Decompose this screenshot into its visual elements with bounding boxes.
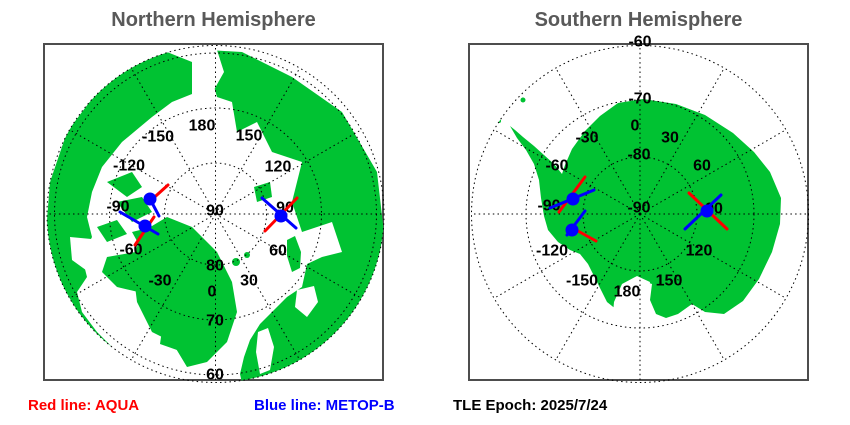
- grid-label: 0: [631, 118, 640, 135]
- south-map-canvas: 0306090120150180-150-120-90-60-30-90-80-…: [471, 34, 809, 383]
- grid-label: -70: [628, 91, 651, 108]
- north-grid-labels: 1801501209060300-30-60-90-120-1509080706…: [106, 118, 294, 384]
- islet-1: [520, 97, 526, 103]
- satellite-position-dot: [700, 204, 714, 218]
- grid-label: 60: [269, 243, 287, 260]
- land-eurasia: [207, 50, 384, 383]
- grid-label: -120: [536, 243, 568, 260]
- grid-label: -30: [575, 130, 598, 147]
- map-boundary-circle: [471, 45, 809, 383]
- south-map-title: Southern Hemisphere: [534, 9, 743, 31]
- grid-label: 30: [661, 130, 679, 147]
- north-landmasses: [47, 46, 384, 383]
- arctic-archipelago-1: [107, 172, 142, 197]
- satellite-position-dot: [143, 192, 157, 206]
- island-severnaya: [254, 182, 272, 202]
- grid-label: 60: [693, 158, 711, 175]
- legend-tle-epoch: TLE Epoch: 2025/7/24: [453, 397, 608, 414]
- grid-label: 80: [206, 258, 224, 275]
- grid-label: -120: [113, 158, 145, 175]
- latitude-circle: [164, 162, 267, 266]
- legend-row: Red line: AQUA Blue line: METOP-B TLE Ep…: [0, 397, 850, 417]
- grid-label: 70: [206, 313, 224, 330]
- south-satellite-tracks: [548, 175, 729, 243]
- grid-label: -90: [627, 200, 650, 217]
- hudson-bay: [70, 237, 107, 273]
- legend-red-line-aqua: Red line: AQUA: [28, 397, 140, 414]
- grid-label: 120: [686, 243, 713, 260]
- satellite-position-dot: [566, 192, 580, 206]
- south-hemisphere-map: 0 30 60 90 120 150 180 -150 -120 -90 -60 -30 -90 -80-…: [468, 34, 809, 383]
- grid-label: -30: [148, 273, 171, 290]
- grid-label: -90: [537, 198, 560, 215]
- island-svalbard-2: [244, 252, 250, 258]
- north-hemisphere-map: 180 150 120 90 60 30 0 -30 -60 -90 -120 -150 90 80 70 6…: [43, 43, 385, 384]
- island-greenland: [132, 217, 237, 367]
- metopb-track-segment: [118, 210, 160, 236]
- white-sea: [295, 286, 318, 317]
- grid-label: -80: [627, 147, 650, 164]
- bering-strait: [192, 46, 224, 127]
- grid-label: 60: [206, 367, 224, 384]
- north-map-title: Northern Hemisphere: [111, 9, 316, 31]
- land-north-america: [47, 52, 192, 383]
- legend-blue-line-metopb: Blue line: METOP-B: [254, 397, 395, 414]
- satellite-position-dot: [274, 209, 288, 223]
- north-map-canvas: 1801501209060300-30-60-90-120-1509080706…: [46, 45, 385, 384]
- grid-label: 90: [206, 203, 224, 220]
- grid-label: 150: [656, 273, 683, 290]
- grid-label: -60: [545, 158, 568, 175]
- map-boundary-circle: [46, 45, 385, 383]
- grid-label: 150: [236, 128, 263, 145]
- arctic-archipelago-2: [117, 197, 152, 222]
- island-iceland: [160, 330, 192, 350]
- grid-label: -150: [142, 129, 174, 146]
- island-novaya-zemlya: [287, 236, 301, 272]
- gulf-of-bothnia: [256, 328, 274, 374]
- grid-label: 180: [614, 284, 641, 301]
- grid-label: -90: [106, 199, 129, 216]
- grid-label: 120: [265, 159, 292, 176]
- grid-label: -60: [119, 242, 142, 259]
- satellite-position-dot: [565, 223, 579, 237]
- grid-label: -150: [566, 273, 598, 290]
- grid-label: 0: [208, 284, 217, 301]
- ross-sea-bite: [610, 276, 654, 347]
- south-grid-labels: 0306090120150180-150-120-90-60-30-90-80-…: [536, 34, 723, 301]
- north-graticule: [46, 45, 385, 383]
- land-antarctica: [510, 99, 781, 318]
- grid-label: 30: [240, 273, 258, 290]
- grid-label: 180: [189, 118, 216, 135]
- satellite-position-dot: [138, 219, 152, 233]
- latitude-circle: [109, 107, 322, 321]
- arctic-archipelago-3: [97, 220, 127, 242]
- north-satellite-tracks: [118, 183, 299, 247]
- south-landmasses: [497, 97, 781, 347]
- grid-label: -60: [628, 34, 651, 51]
